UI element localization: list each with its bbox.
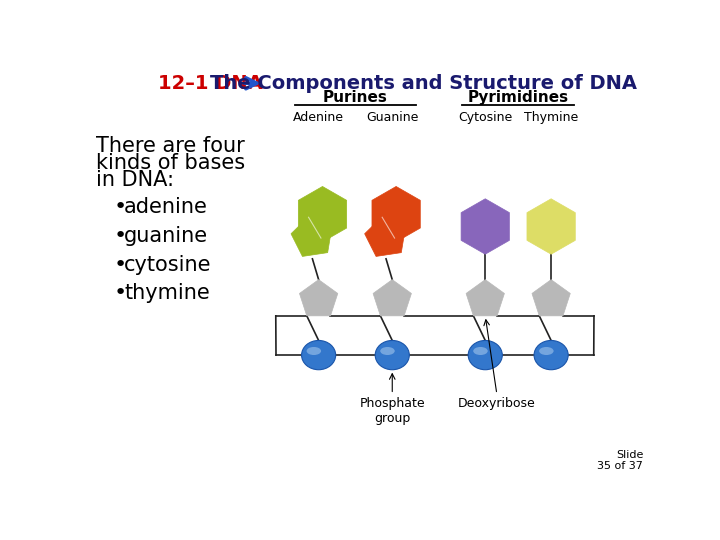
Ellipse shape bbox=[307, 347, 321, 355]
Text: Thymine: Thymine bbox=[524, 111, 578, 124]
Text: The Components and Structure of DNA: The Components and Structure of DNA bbox=[210, 74, 636, 93]
Text: •: • bbox=[113, 255, 127, 275]
Text: Pyrimidines: Pyrimidines bbox=[467, 90, 569, 105]
Text: •: • bbox=[113, 197, 127, 217]
Text: •: • bbox=[113, 226, 127, 246]
Ellipse shape bbox=[539, 347, 554, 355]
Text: Guanine: Guanine bbox=[366, 111, 418, 124]
Ellipse shape bbox=[302, 340, 336, 370]
Text: Slide
35 of 37: Slide 35 of 37 bbox=[598, 450, 644, 471]
Polygon shape bbox=[372, 186, 420, 242]
Text: guanine: guanine bbox=[124, 226, 208, 246]
Text: Adenine: Adenine bbox=[293, 111, 344, 124]
Polygon shape bbox=[291, 216, 332, 256]
Ellipse shape bbox=[534, 340, 568, 370]
Text: adenine: adenine bbox=[124, 197, 208, 217]
Polygon shape bbox=[298, 186, 346, 242]
Text: Purines: Purines bbox=[323, 90, 388, 105]
Text: 12–1 DNA: 12–1 DNA bbox=[158, 74, 263, 93]
Polygon shape bbox=[527, 199, 575, 254]
Ellipse shape bbox=[473, 347, 487, 355]
Ellipse shape bbox=[375, 340, 409, 370]
Polygon shape bbox=[466, 280, 505, 316]
Ellipse shape bbox=[380, 347, 395, 355]
Text: There are four: There are four bbox=[96, 136, 245, 156]
Ellipse shape bbox=[468, 340, 503, 370]
Polygon shape bbox=[373, 280, 411, 316]
Text: •: • bbox=[113, 284, 127, 303]
Text: thymine: thymine bbox=[124, 284, 210, 303]
Polygon shape bbox=[532, 280, 570, 316]
Polygon shape bbox=[300, 280, 338, 316]
Text: Deoxyribose: Deoxyribose bbox=[458, 397, 536, 410]
Polygon shape bbox=[364, 216, 405, 256]
Text: kinds of bases: kinds of bases bbox=[96, 153, 246, 173]
Polygon shape bbox=[461, 199, 510, 254]
Text: cytosine: cytosine bbox=[124, 255, 212, 275]
Text: Cytosine: Cytosine bbox=[458, 111, 513, 124]
Text: in DNA:: in DNA: bbox=[96, 170, 174, 190]
Text: Phosphate
group: Phosphate group bbox=[359, 397, 425, 426]
